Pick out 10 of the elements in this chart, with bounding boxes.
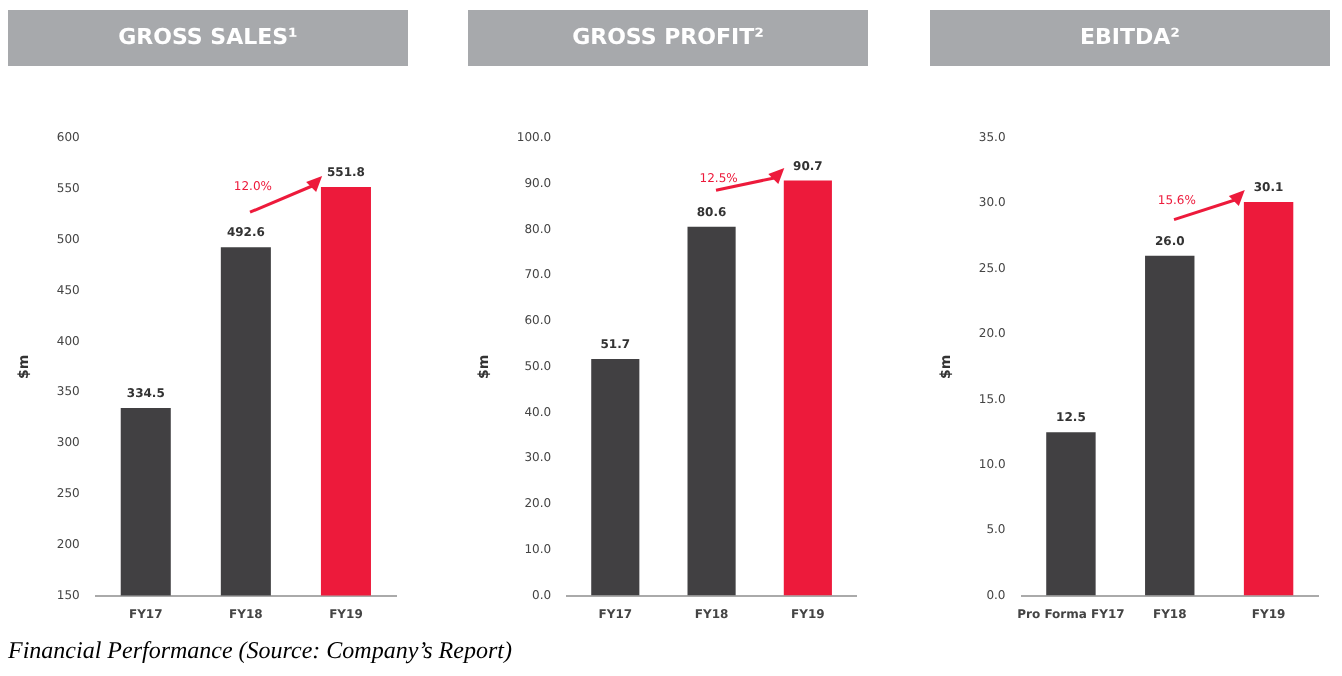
- bar: [783, 180, 832, 596]
- bar: [687, 226, 736, 596]
- bar: [1243, 202, 1294, 596]
- bar: [1145, 255, 1195, 596]
- text: Financial Performance (Source: Company’s Report): [8, 636, 512, 666]
- chart-title: GROSS PROFIT²: [468, 10, 868, 66]
- bar: [591, 359, 640, 596]
- chart-title: GROSS SALES¹: [8, 10, 408, 66]
- bar: [1046, 432, 1096, 596]
- chart-title: EBITDA²: [930, 10, 1330, 66]
